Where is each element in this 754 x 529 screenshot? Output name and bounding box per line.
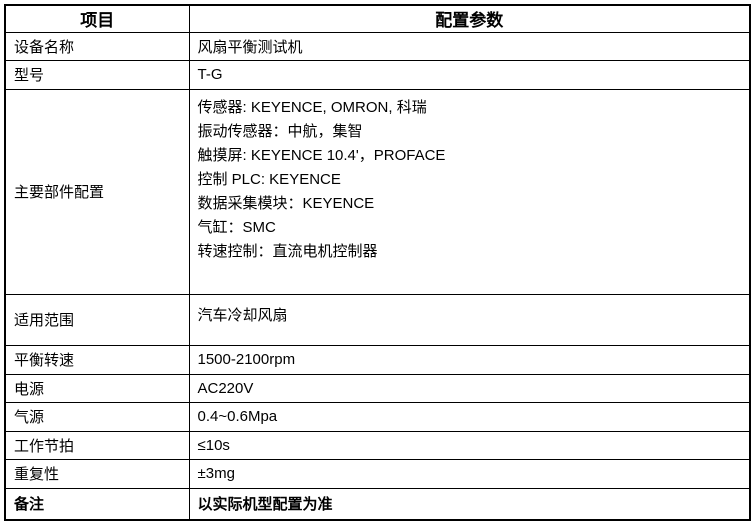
row-label-repeatability: 重复性	[4, 458, 190, 489]
table-row: 适用范围 汽车冷却风扇	[4, 293, 751, 346]
row-label-cycle-time: 工作节拍	[4, 430, 190, 460]
row-value-power-supply: AC220V	[188, 373, 751, 403]
component-line-speed-control: 转速控制：直流电机控制器	[197, 242, 378, 260]
row-label-device-name: 设备名称	[4, 31, 190, 61]
table-row: 备注 以实际机型配置为准	[4, 487, 751, 521]
row-value-balance-speed: 1500-2100rpm	[188, 344, 751, 375]
table-row: 平衡转速 1500-2100rpm	[4, 344, 751, 375]
row-label-air-supply: 气源	[4, 401, 190, 432]
component-line-touchscreen: 触摸屏: KEYENCE 10.4'，PROFACE	[197, 146, 446, 164]
row-label-remarks: 备注	[4, 487, 190, 521]
table-row: 气源 0.4~0.6Mpa	[4, 401, 751, 432]
row-label-model: 型号	[4, 59, 190, 90]
row-label-balance-speed: 平衡转速	[4, 344, 190, 375]
table-row: 重复性 ±3mg	[4, 458, 751, 489]
component-line-data-acquisition: 数据采集模块：KEYENCE	[197, 194, 375, 212]
row-value-main-components: 传感器: KEYENCE, OMRON, 科瑞 振动传感器：中航，集智 触摸屏:…	[188, 88, 751, 295]
spec-table: 项目 配置参数 设备名称 风扇平衡测试机 型号 T-G 主要部件配置 传感器: …	[4, 4, 751, 521]
component-line-vibration-sensors: 振动传感器：中航，集智	[197, 122, 363, 140]
header-config: 配置参数	[188, 4, 751, 33]
row-value-model: T-G	[188, 59, 751, 90]
row-label-power-supply: 电源	[4, 373, 190, 403]
row-value-air-supply: 0.4~0.6Mpa	[188, 401, 751, 432]
table-row: 主要部件配置 传感器: KEYENCE, OMRON, 科瑞 振动传感器：中航，…	[4, 88, 751, 295]
component-line-sensors: 传感器: KEYENCE, OMRON, 科瑞	[197, 98, 427, 116]
component-line-plc: 控制 PLC: KEYENCE	[197, 170, 341, 188]
row-value-device-name: 风扇平衡测试机	[188, 31, 751, 61]
row-value-cycle-time: ≤10s	[188, 430, 751, 460]
table-row: 设备名称 风扇平衡测试机	[4, 31, 751, 61]
row-label-applicable-range: 适用范围	[4, 293, 190, 346]
component-line-cylinder: 气缸：SMC	[197, 218, 276, 236]
row-label-main-components: 主要部件配置	[4, 88, 190, 295]
table-row: 电源 AC220V	[4, 373, 751, 403]
table-row: 工作节拍 ≤10s	[4, 430, 751, 460]
row-value-applicable-range: 汽车冷却风扇	[188, 293, 751, 346]
header-row: 项目 配置参数	[4, 4, 751, 33]
table-row: 型号 T-G	[4, 59, 751, 90]
header-item: 项目	[4, 4, 190, 33]
row-value-repeatability: ±3mg	[188, 458, 751, 489]
row-value-remarks: 以实际机型配置为准	[188, 487, 751, 521]
